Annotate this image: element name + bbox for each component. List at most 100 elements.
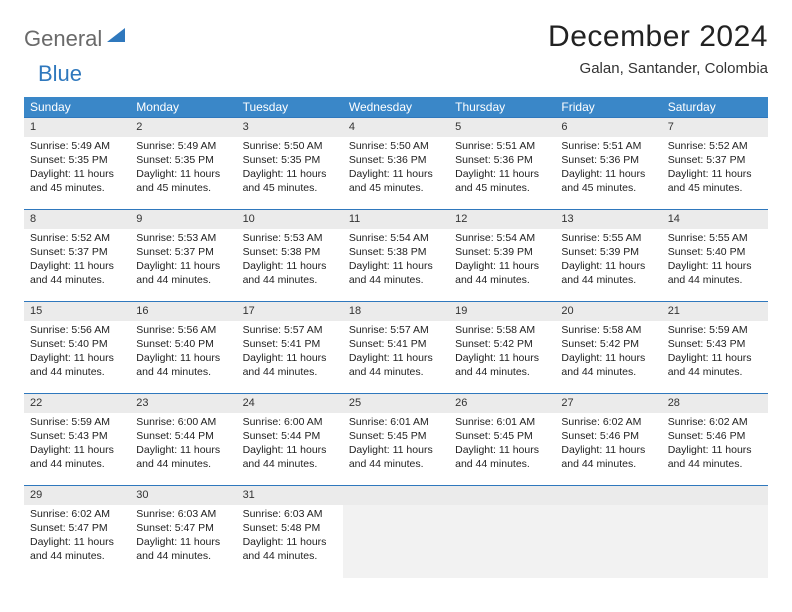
- sunset-text: Sunset: 5:43 PM: [668, 337, 762, 351]
- sunrise-text: Sunrise: 5:51 AM: [455, 139, 549, 153]
- calendar-cell: 6Sunrise: 5:51 AMSunset: 5:36 PMDaylight…: [555, 118, 661, 210]
- sunrise-text: Sunrise: 6:03 AM: [136, 507, 230, 521]
- calendar-row: 1Sunrise: 5:49 AMSunset: 5:35 PMDaylight…: [24, 118, 768, 210]
- daylight-text: Daylight: 11 hours and 44 minutes.: [30, 351, 124, 379]
- sunset-text: Sunset: 5:38 PM: [243, 245, 337, 259]
- sunrise-text: Sunrise: 5:59 AM: [30, 415, 124, 429]
- day-number: 4: [343, 118, 449, 137]
- sunrise-text: Sunrise: 6:03 AM: [243, 507, 337, 521]
- calendar-cell: 12 Sunrise: 5:54 AMSunset: 5:39 PMDayligh…: [449, 210, 555, 302]
- calendar-cell: 3Sunrise: 5:50 AMSunset: 5:35 PMDaylight…: [237, 118, 343, 210]
- day-number: 15: [24, 302, 130, 321]
- day-number: 17: [237, 302, 343, 321]
- calendar-cell: 23Sunrise: 6:00 AMSunset: 5:44 PMDayligh…: [130, 394, 236, 486]
- daylight-text: Daylight: 11 hours and 44 minutes.: [30, 443, 124, 471]
- daylight-text: Daylight: 11 hours and 44 minutes.: [455, 259, 549, 287]
- sunrise-text: Sunrise: 5:56 AM: [136, 323, 230, 337]
- day-number: 25: [343, 394, 449, 413]
- weekday-header: Tuesday: [237, 97, 343, 118]
- calendar-cell: 4Sunrise: 5:50 AMSunset: 5:36 PMDaylight…: [343, 118, 449, 210]
- daylight-text: Daylight: 11 hours and 44 minutes.: [136, 443, 230, 471]
- weekday-header: Monday: [130, 97, 236, 118]
- sunrise-text: Sunrise: 5:58 AM: [455, 323, 549, 337]
- day-number: 14: [662, 210, 768, 229]
- daylight-text: Daylight: 11 hours and 44 minutes.: [561, 259, 655, 287]
- sunrise-text: Sunrise: 6:02 AM: [668, 415, 762, 429]
- calendar-cell: 16Sunrise: 5:56 AMSunset: 5:40 PMDayligh…: [130, 302, 236, 394]
- calendar-cell: 17Sunrise: 5:57 AMSunset: 5:41 PMDayligh…: [237, 302, 343, 394]
- sunrise-text: Sunrise: 5:56 AM: [30, 323, 124, 337]
- sunset-text: Sunset: 5:47 PM: [136, 521, 230, 535]
- sunrise-text: Sunrise: 5:50 AM: [349, 139, 443, 153]
- calendar-cell: 24 Sunrise: 6:00 AMSunset: 5:44 PMDayligh…: [237, 394, 343, 486]
- sunrise-text: Sunrise: 6:01 AM: [349, 415, 443, 429]
- sunrise-text: Sunrise: 5:58 AM: [561, 323, 655, 337]
- sunset-text: Sunset: 5:36 PM: [455, 153, 549, 167]
- sunrise-text: Sunrise: 5:54 AM: [455, 231, 549, 245]
- daylight-text: Daylight: 11 hours and 44 minutes.: [668, 443, 762, 471]
- daylight-text: Daylight: 11 hours and 44 minutes.: [243, 351, 337, 379]
- day-number: 12: [449, 210, 555, 229]
- sunset-text: Sunset: 5:41 PM: [243, 337, 337, 351]
- sunrise-text: Sunrise: 6:00 AM: [136, 415, 230, 429]
- day-number: 31: [237, 486, 343, 505]
- day-number: 23: [130, 394, 236, 413]
- sunset-text: Sunset: 5:39 PM: [455, 245, 549, 259]
- sunset-text: Sunset: 5:42 PM: [455, 337, 549, 351]
- sunrise-text: Sunrise: 5:55 AM: [668, 231, 762, 245]
- daylight-text: Daylight: 11 hours and 45 minutes.: [243, 167, 337, 195]
- sunset-text: Sunset: 5:47 PM: [30, 521, 124, 535]
- daylight-text: Daylight: 11 hours and 44 minutes.: [349, 259, 443, 287]
- day-number: 21: [662, 302, 768, 321]
- sunset-text: Sunset: 5:43 PM: [30, 429, 124, 443]
- sunrise-text: Sunrise: 5:53 AM: [136, 231, 230, 245]
- day-number: 30: [130, 486, 236, 505]
- sunset-text: Sunset: 5:40 PM: [668, 245, 762, 259]
- daylight-text: Daylight: 11 hours and 44 minutes.: [243, 443, 337, 471]
- daylight-text: Daylight: 11 hours and 45 minutes.: [349, 167, 443, 195]
- calendar-cell: 2Sunrise: 5:49 AMSunset: 5:35 PMDaylight…: [130, 118, 236, 210]
- calendar-row: 8Sunrise: 5:52 AMSunset: 5:37 PMDaylight…: [24, 210, 768, 302]
- daylight-text: Daylight: 11 hours and 44 minutes.: [136, 351, 230, 379]
- day-number: 1: [24, 118, 130, 137]
- calendar-row: 22Sunrise: 5:59 AMSunset: 5:43 PMDayligh…: [24, 394, 768, 486]
- sunrise-text: Sunrise: 5:59 AM: [668, 323, 762, 337]
- day-number: 13: [555, 210, 661, 229]
- sunrise-text: Sunrise: 6:00 AM: [243, 415, 337, 429]
- location-text: Galan, Santander, Colombia: [548, 60, 768, 77]
- calendar-cell: 19Sunrise: 5:58 AMSunset: 5:42 PMDayligh…: [449, 302, 555, 394]
- calendar-cell: 18Sunrise: 5:57 AMSunset: 5:41 PMDayligh…: [343, 302, 449, 394]
- calendar-cell: 27Sunrise: 6:02 AMSunset: 5:46 PMDayligh…: [555, 394, 661, 486]
- sunset-text: Sunset: 5:44 PM: [243, 429, 337, 443]
- sunrise-text: Sunrise: 5:52 AM: [30, 231, 124, 245]
- daylight-text: Daylight: 11 hours and 44 minutes.: [349, 351, 443, 379]
- daylight-text: Daylight: 11 hours and 44 minutes.: [349, 443, 443, 471]
- sunset-text: Sunset: 5:40 PM: [30, 337, 124, 351]
- calendar-row: 29Sunrise: 6:02 AMSunset: 5:47 PMDayligh…: [24, 486, 768, 578]
- sunrise-text: Sunrise: 5:53 AM: [243, 231, 337, 245]
- calendar-cell: 9Sunrise: 5:53 AMSunset: 5:37 PMDaylight…: [130, 210, 236, 302]
- sunrise-text: Sunrise: 5:55 AM: [561, 231, 655, 245]
- calendar-cell: 7Sunrise: 5:52 AMSunset: 5:37 PMDaylight…: [662, 118, 768, 210]
- day-number: 2: [130, 118, 236, 137]
- daylight-text: Daylight: 11 hours and 44 minutes.: [30, 535, 124, 563]
- sunset-text: Sunset: 5:35 PM: [30, 153, 124, 167]
- day-number: 11: [343, 210, 449, 229]
- calendar-cell: 13Sunrise: 5:55 AMSunset: 5:39 PMDayligh…: [555, 210, 661, 302]
- sunrise-text: Sunrise: 5:54 AM: [349, 231, 443, 245]
- day-number: 8: [24, 210, 130, 229]
- weekday-header: Sunday: [24, 97, 130, 118]
- brand-text-blue: Blue: [38, 61, 82, 87]
- day-number: 26: [449, 394, 555, 413]
- calendar-cell: 1Sunrise: 5:49 AMSunset: 5:35 PMDaylight…: [24, 118, 130, 210]
- weekday-header: Thursday: [449, 97, 555, 118]
- day-number: 24: [237, 394, 343, 413]
- calendar-cell: 15 Sunrise: 5:56 AMSunset: 5:40 PMDayligh…: [24, 302, 130, 394]
- calendar-cell-empty: [555, 486, 661, 578]
- daylight-text: Daylight: 11 hours and 44 minutes.: [455, 351, 549, 379]
- calendar-cell: 20Sunrise: 5:58 AMSunset: 5:42 PMDayligh…: [555, 302, 661, 394]
- calendar-cell: 14Sunrise: 5:55 AMSunset: 5:40 PMDayligh…: [662, 210, 768, 302]
- sunrise-text: Sunrise: 5:50 AM: [243, 139, 337, 153]
- calendar-cell: 8Sunrise: 5:52 AMSunset: 5:37 PMDaylight…: [24, 210, 130, 302]
- day-number: 18: [343, 302, 449, 321]
